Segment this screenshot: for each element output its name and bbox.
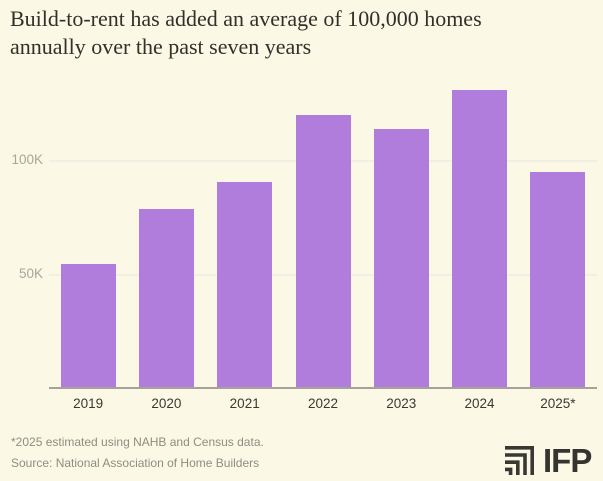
bar-2022 <box>295 115 351 389</box>
x-tick-label-2020: 2020 <box>151 396 182 411</box>
bar-2023 <box>373 129 429 389</box>
bar-chart: 50K 100K 2019 2020 2021 2022 2023 2024 2025* <box>0 78 603 418</box>
nested-corner-squares-icon <box>505 446 534 475</box>
source-credit: Source: National Association of Home Bui… <box>11 456 260 470</box>
ifp-logo-text: IFP <box>543 442 592 479</box>
x-tick-label-2022: 2022 <box>307 396 338 411</box>
x-tick-label-2024: 2024 <box>464 396 495 411</box>
ifp-logo: IFP <box>505 442 592 479</box>
plot-area: 2019 2020 2021 2022 2023 2024 2025* <box>49 78 597 411</box>
x-tick-label-2025*: 2025* <box>540 396 576 411</box>
y-tick-label-100K: 100K <box>11 152 43 167</box>
footnote: *2025 estimated using NAHB and Census da… <box>11 435 264 449</box>
bar-2019 <box>60 263 116 389</box>
bar-2024 <box>452 90 508 389</box>
bar-2025* <box>530 172 586 389</box>
x-tick-label-2023: 2023 <box>386 396 417 411</box>
x-tick-label-2021: 2021 <box>229 396 260 411</box>
y-axis: 50K 100K <box>0 78 43 389</box>
bar-2020 <box>138 208 194 389</box>
y-tick-label-50K: 50K <box>18 266 43 281</box>
x-axis-line <box>49 387 597 389</box>
chart-title-line2: annually over the past seven years <box>10 34 312 59</box>
chart-title: Build-to-rent has added an average of 10… <box>10 5 595 61</box>
bar-2021 <box>217 181 273 389</box>
x-tick-label-2019: 2019 <box>73 396 104 411</box>
chart-title-line1: Build-to-rent has added an average of 10… <box>10 6 482 31</box>
